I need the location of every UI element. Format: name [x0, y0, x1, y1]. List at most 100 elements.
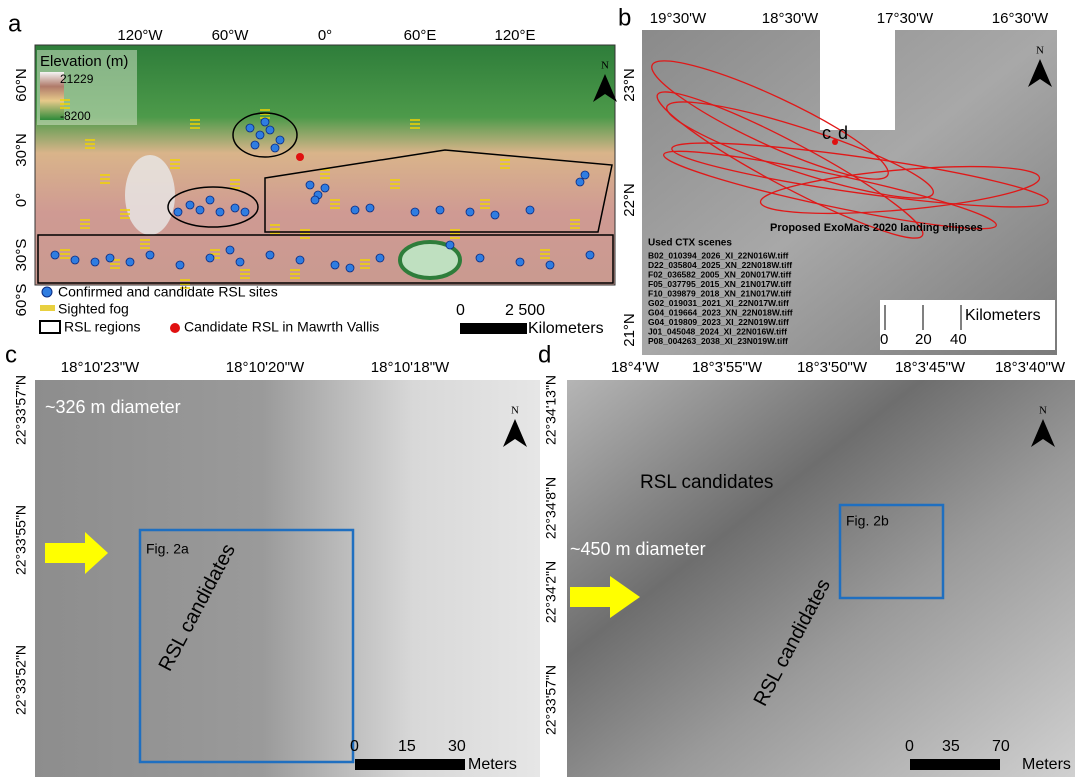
lon-label: 18°3'55"W: [692, 359, 763, 376]
lat-label: 22°33'52"N: [13, 645, 29, 715]
volcano: [125, 155, 175, 235]
rsl-site: [261, 118, 269, 126]
rsl-site: [491, 211, 499, 219]
rsl-site: [196, 206, 204, 214]
scale-label: 0: [350, 738, 359, 755]
panel-label: c: [5, 341, 17, 368]
lat-label: 30°N: [13, 133, 30, 167]
lon-label: 19°30'W: [650, 10, 707, 27]
lat-label: 22°34'8"N: [543, 477, 559, 539]
scale-label: 0: [456, 302, 465, 319]
lon-label: 18°4'W: [611, 359, 660, 376]
lon-label: 18°3'45"W: [895, 359, 966, 376]
scene-name: P08_004263_2038_XI_23N019W.tiff: [648, 336, 788, 346]
scale-bar: [460, 323, 527, 334]
rsl-site: [276, 136, 284, 144]
scale-label: 70: [992, 738, 1010, 755]
rsl-site: [266, 126, 274, 134]
lat-label: 21°N: [621, 313, 638, 347]
lon-label: 18°3'50"W: [797, 359, 868, 376]
scale-label: 30: [448, 738, 466, 755]
legend-swatch: [40, 321, 60, 333]
north-label: N: [1036, 45, 1044, 57]
rsl-site: [216, 208, 224, 216]
rsl-site: [226, 246, 234, 254]
rsl-site: [296, 256, 304, 264]
lon-label: 18°10'20"W: [226, 359, 305, 376]
rsl-site: [411, 208, 419, 216]
scale-label: 20: [915, 331, 932, 348]
rsl-site: [146, 251, 154, 259]
scale-unit: Kilometers: [528, 320, 604, 337]
lon-label: 18°10'23"W: [61, 359, 140, 376]
mawrth-site: [296, 153, 304, 161]
north-label: N: [601, 60, 609, 72]
scale-label: 15: [398, 738, 416, 755]
rsl-site: [266, 251, 274, 259]
rsl-site: [176, 261, 184, 269]
site-label: d: [838, 123, 848, 143]
rsl-site: [331, 261, 339, 269]
box-label: Fig. 2b: [846, 513, 889, 529]
elevation-title: Elevation (m): [40, 53, 128, 70]
scene-name: D22_035804_2025_XN_22N018W.tiff: [648, 260, 792, 270]
north-label: N: [511, 405, 519, 417]
scene-name: B02_010394_2026_XI_22N016W.tiff: [648, 250, 789, 260]
scene-name: F05_037795_2015_XN_21N017W.tiff: [648, 279, 791, 289]
rsl-site: [306, 181, 314, 189]
rsl-site: [346, 264, 354, 272]
rsl-site: [526, 206, 534, 214]
diameter-label: ~326 m diameter: [45, 397, 181, 417]
lon-label: 18°3'40"W: [995, 359, 1066, 376]
lon-label: 18°30'W: [762, 10, 819, 27]
rsl-site: [466, 208, 474, 216]
scene-name: G04_019664_2023_XN_22N018W.tiff: [648, 307, 793, 317]
rsl-site: [231, 204, 239, 212]
scenes-title: Used CTX scenes: [648, 238, 732, 249]
legend-label: Candidate RSL in Mawrth Vallis: [184, 319, 379, 335]
lat-label: 0°: [13, 193, 30, 207]
box-label: Fig. 2a: [146, 541, 189, 557]
lat-label: 30°S: [13, 239, 30, 272]
figure: a120°W60°W0°60°E120°E60°N30°N0°30°S60°SE…: [0, 0, 1075, 777]
annotation: RSL candidates: [640, 472, 773, 493]
rsl-site: [246, 124, 254, 132]
rsl-site: [321, 184, 329, 192]
diameter-label: ~450 m diameter: [570, 539, 706, 559]
rsl-site: [256, 131, 264, 139]
lon-label: 120°E: [494, 27, 535, 44]
rsl-site: [376, 254, 384, 262]
scale-unit: Meters: [1022, 756, 1071, 773]
rsl-site: [546, 261, 554, 269]
scene-name: F02_036582_2005_XN_20N017W.tiff: [648, 269, 791, 279]
rsl-site: [236, 258, 244, 266]
panel-label: a: [8, 10, 22, 37]
north-label: N: [1039, 405, 1047, 417]
lon-label: 16°30'W: [992, 10, 1049, 27]
scale-label: 35: [942, 738, 960, 755]
rsl-site: [186, 201, 194, 209]
rsl-site: [516, 258, 524, 266]
rsl-site: [241, 208, 249, 216]
rsl-site: [126, 258, 134, 266]
elevation-max: 21229: [60, 72, 94, 86]
lat-label: 22°33'57"N: [13, 375, 29, 445]
rsl-site: [586, 251, 594, 259]
rsl-site: [581, 171, 589, 179]
lat-label: 22°N: [621, 183, 638, 217]
lon-label: 120°W: [117, 27, 163, 44]
scale-label: 2 500: [505, 302, 545, 319]
ellipses-title: Proposed ExoMars 2020 landing ellipses: [770, 222, 983, 234]
image-c: [35, 380, 540, 777]
rsl-site: [106, 254, 114, 262]
rsl-site: [436, 206, 444, 214]
lat-label: 22°34'2"N: [543, 561, 559, 623]
lon-label: 60°E: [404, 27, 437, 44]
lat-label: 60°N: [13, 68, 30, 102]
elevation-min: -8200: [60, 109, 91, 123]
legend-label: Confirmed and candidate RSL sites: [58, 284, 278, 300]
rsl-site: [71, 256, 79, 264]
scale-bar: [355, 759, 465, 770]
rsl-site: [446, 241, 454, 249]
scene-name: G02_019031_2021_XI_22N017W.tiff: [648, 298, 789, 308]
